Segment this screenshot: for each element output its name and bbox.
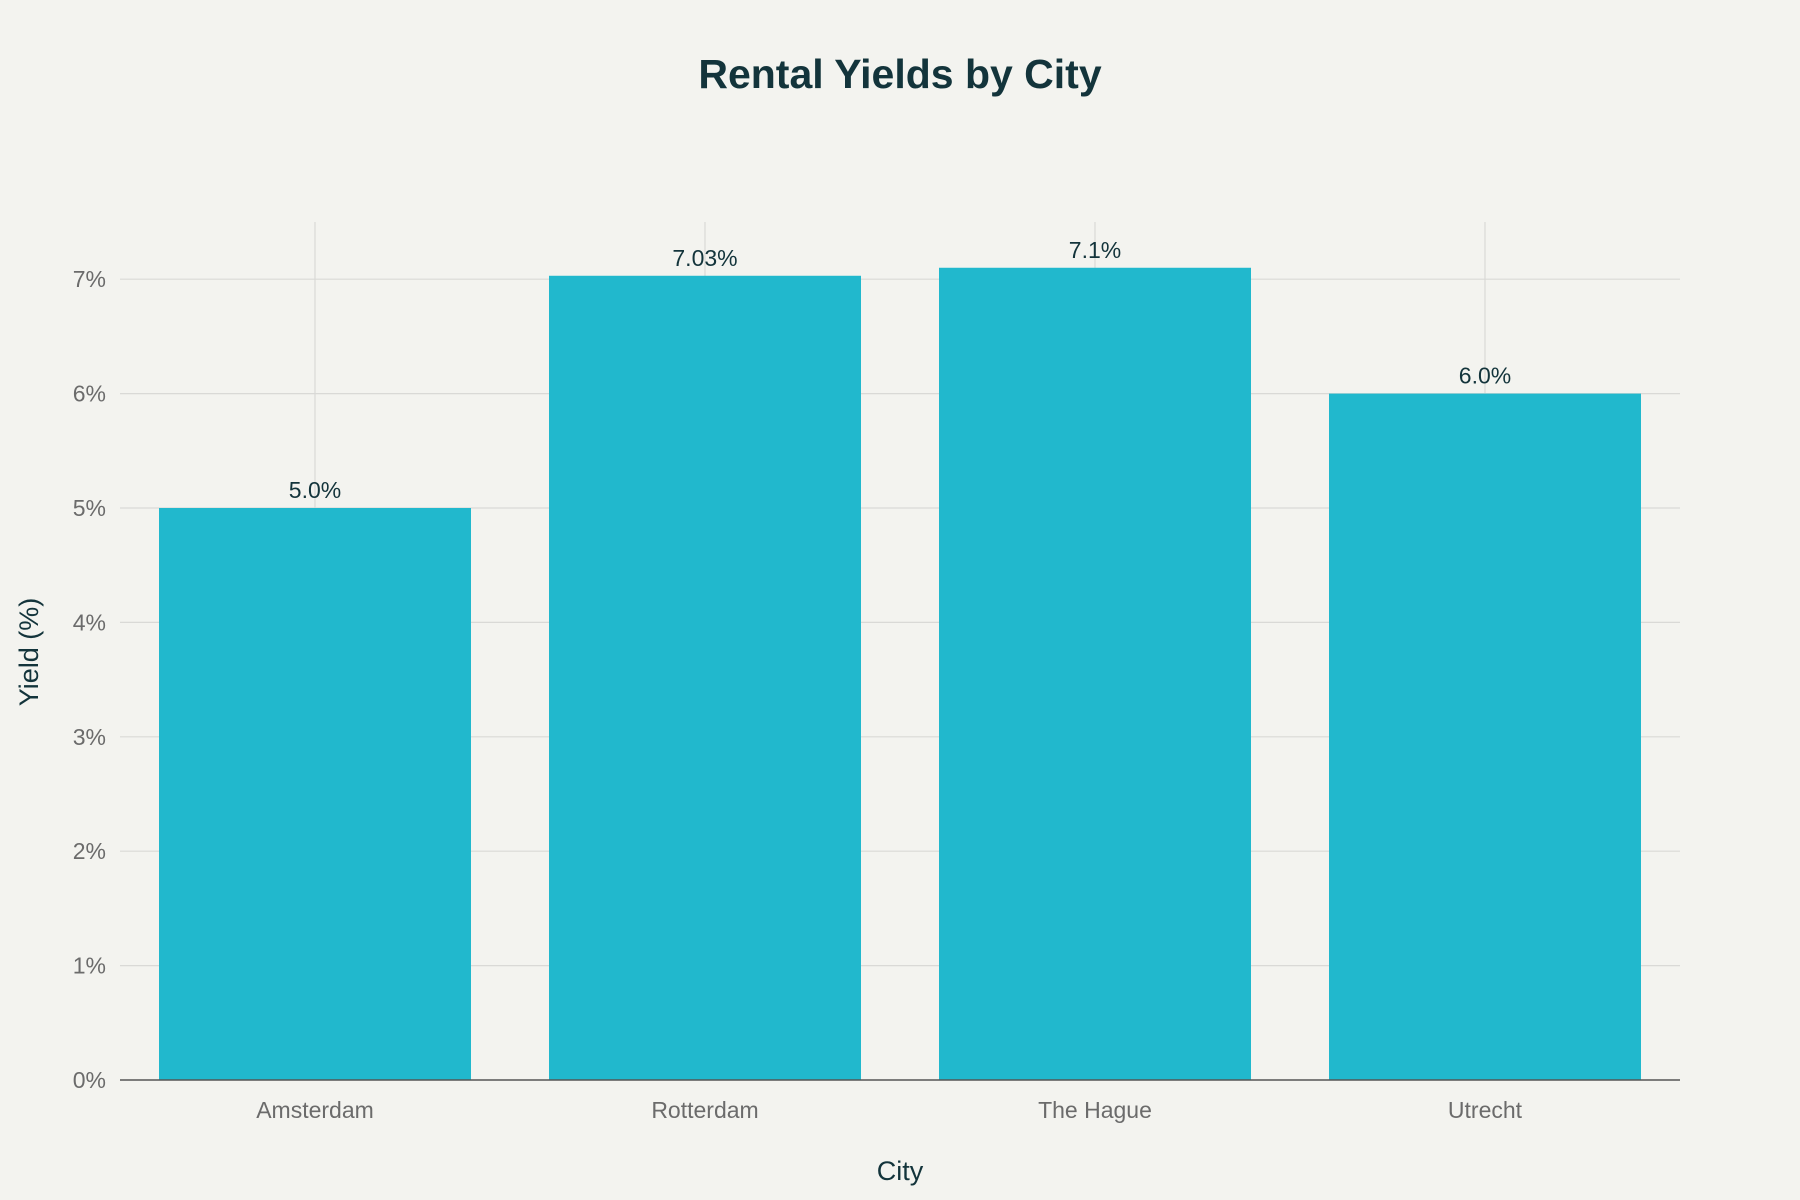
data-label: 7.03% [672, 245, 737, 271]
bar-layer [159, 267, 1641, 1081]
data-label-layer: 5.0% 7.03% 7.1% 6.0% [289, 237, 1511, 503]
y-tick-label: 1% [73, 953, 106, 979]
y-tick-label: 6% [73, 381, 106, 407]
bar [1329, 393, 1641, 1081]
y-tick-label: 0% [73, 1067, 106, 1093]
y-tick-label: 3% [73, 724, 106, 750]
axis-layer: 0% 1% 2% 3% 4% 5% 6% 7% Amsterdam Rotterdam The Ha… [73, 266, 1680, 1123]
y-tick-label: 4% [73, 609, 106, 635]
data-label: 6.0% [1459, 363, 1511, 389]
chart-title: Rental Yields by City [698, 51, 1101, 97]
data-label: 5.0% [289, 477, 341, 503]
y-tick-label: 7% [73, 266, 106, 292]
bar [159, 508, 471, 1080]
x-tick-label: Amsterdam [256, 1097, 374, 1123]
x-tick-label: Utrecht [1448, 1097, 1523, 1123]
y-axis-title: Yield (%) [14, 598, 44, 707]
x-tick-label: Rotterdam [651, 1097, 758, 1123]
y-tick-label: 2% [73, 838, 106, 864]
bar [939, 267, 1251, 1080]
x-axis-title: City [877, 1156, 924, 1186]
data-label: 7.1% [1069, 237, 1121, 263]
bar [549, 275, 861, 1080]
x-tick-label: The Hague [1038, 1097, 1152, 1123]
y-tick-label: 5% [73, 495, 106, 521]
